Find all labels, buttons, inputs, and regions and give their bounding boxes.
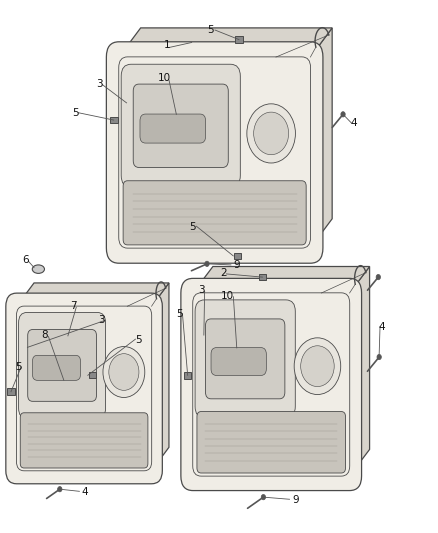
Polygon shape <box>193 266 370 293</box>
FancyBboxPatch shape <box>193 293 350 476</box>
Bar <box>184 372 191 378</box>
Polygon shape <box>152 283 169 471</box>
Text: 5: 5 <box>190 222 196 232</box>
FancyBboxPatch shape <box>32 356 81 381</box>
Bar <box>259 274 266 280</box>
Circle shape <box>247 104 295 163</box>
Text: 3: 3 <box>198 285 205 295</box>
Circle shape <box>341 112 345 117</box>
FancyBboxPatch shape <box>17 306 152 471</box>
Polygon shape <box>17 283 169 306</box>
Circle shape <box>301 346 334 386</box>
FancyBboxPatch shape <box>20 413 148 468</box>
FancyBboxPatch shape <box>211 348 266 375</box>
Text: 5: 5 <box>177 309 183 319</box>
Circle shape <box>376 274 381 280</box>
Circle shape <box>205 261 209 266</box>
Text: 5: 5 <box>15 362 22 372</box>
FancyBboxPatch shape <box>181 278 362 490</box>
Text: 10: 10 <box>158 73 171 83</box>
Text: 8: 8 <box>42 330 48 341</box>
FancyBboxPatch shape <box>195 300 295 418</box>
Polygon shape <box>350 266 370 476</box>
Circle shape <box>103 346 145 398</box>
Circle shape <box>254 112 289 155</box>
Text: 9: 9 <box>233 261 240 270</box>
FancyBboxPatch shape <box>119 57 311 248</box>
Circle shape <box>261 495 265 500</box>
Polygon shape <box>119 28 332 57</box>
Text: 7: 7 <box>70 301 77 311</box>
Text: 4: 4 <box>350 118 357 128</box>
Text: 4: 4 <box>379 322 385 333</box>
Text: 4: 4 <box>82 487 88 497</box>
FancyBboxPatch shape <box>121 64 240 187</box>
FancyBboxPatch shape <box>197 411 346 473</box>
Bar <box>235 36 243 43</box>
Text: 9: 9 <box>293 495 299 505</box>
Ellipse shape <box>32 265 45 273</box>
FancyBboxPatch shape <box>6 293 162 484</box>
Text: 5: 5 <box>207 25 214 35</box>
Text: 5: 5 <box>72 108 79 118</box>
Bar <box>234 253 241 259</box>
Bar <box>88 372 96 378</box>
Circle shape <box>58 487 62 492</box>
Text: 2: 2 <box>220 268 226 278</box>
FancyBboxPatch shape <box>18 312 106 418</box>
FancyBboxPatch shape <box>205 319 285 399</box>
FancyBboxPatch shape <box>133 84 228 167</box>
Bar <box>7 389 15 395</box>
Polygon shape <box>311 28 332 248</box>
FancyBboxPatch shape <box>123 181 306 245</box>
Circle shape <box>294 338 341 394</box>
FancyBboxPatch shape <box>28 329 96 401</box>
FancyBboxPatch shape <box>106 42 323 263</box>
Text: 3: 3 <box>98 314 105 325</box>
Text: 10: 10 <box>221 290 234 301</box>
Text: 5: 5 <box>135 335 142 345</box>
Text: 3: 3 <box>96 78 102 88</box>
Circle shape <box>377 354 381 360</box>
Bar <box>110 117 118 124</box>
Circle shape <box>109 354 139 390</box>
Text: 1: 1 <box>163 40 170 50</box>
FancyBboxPatch shape <box>140 114 205 143</box>
Text: 6: 6 <box>22 255 28 265</box>
